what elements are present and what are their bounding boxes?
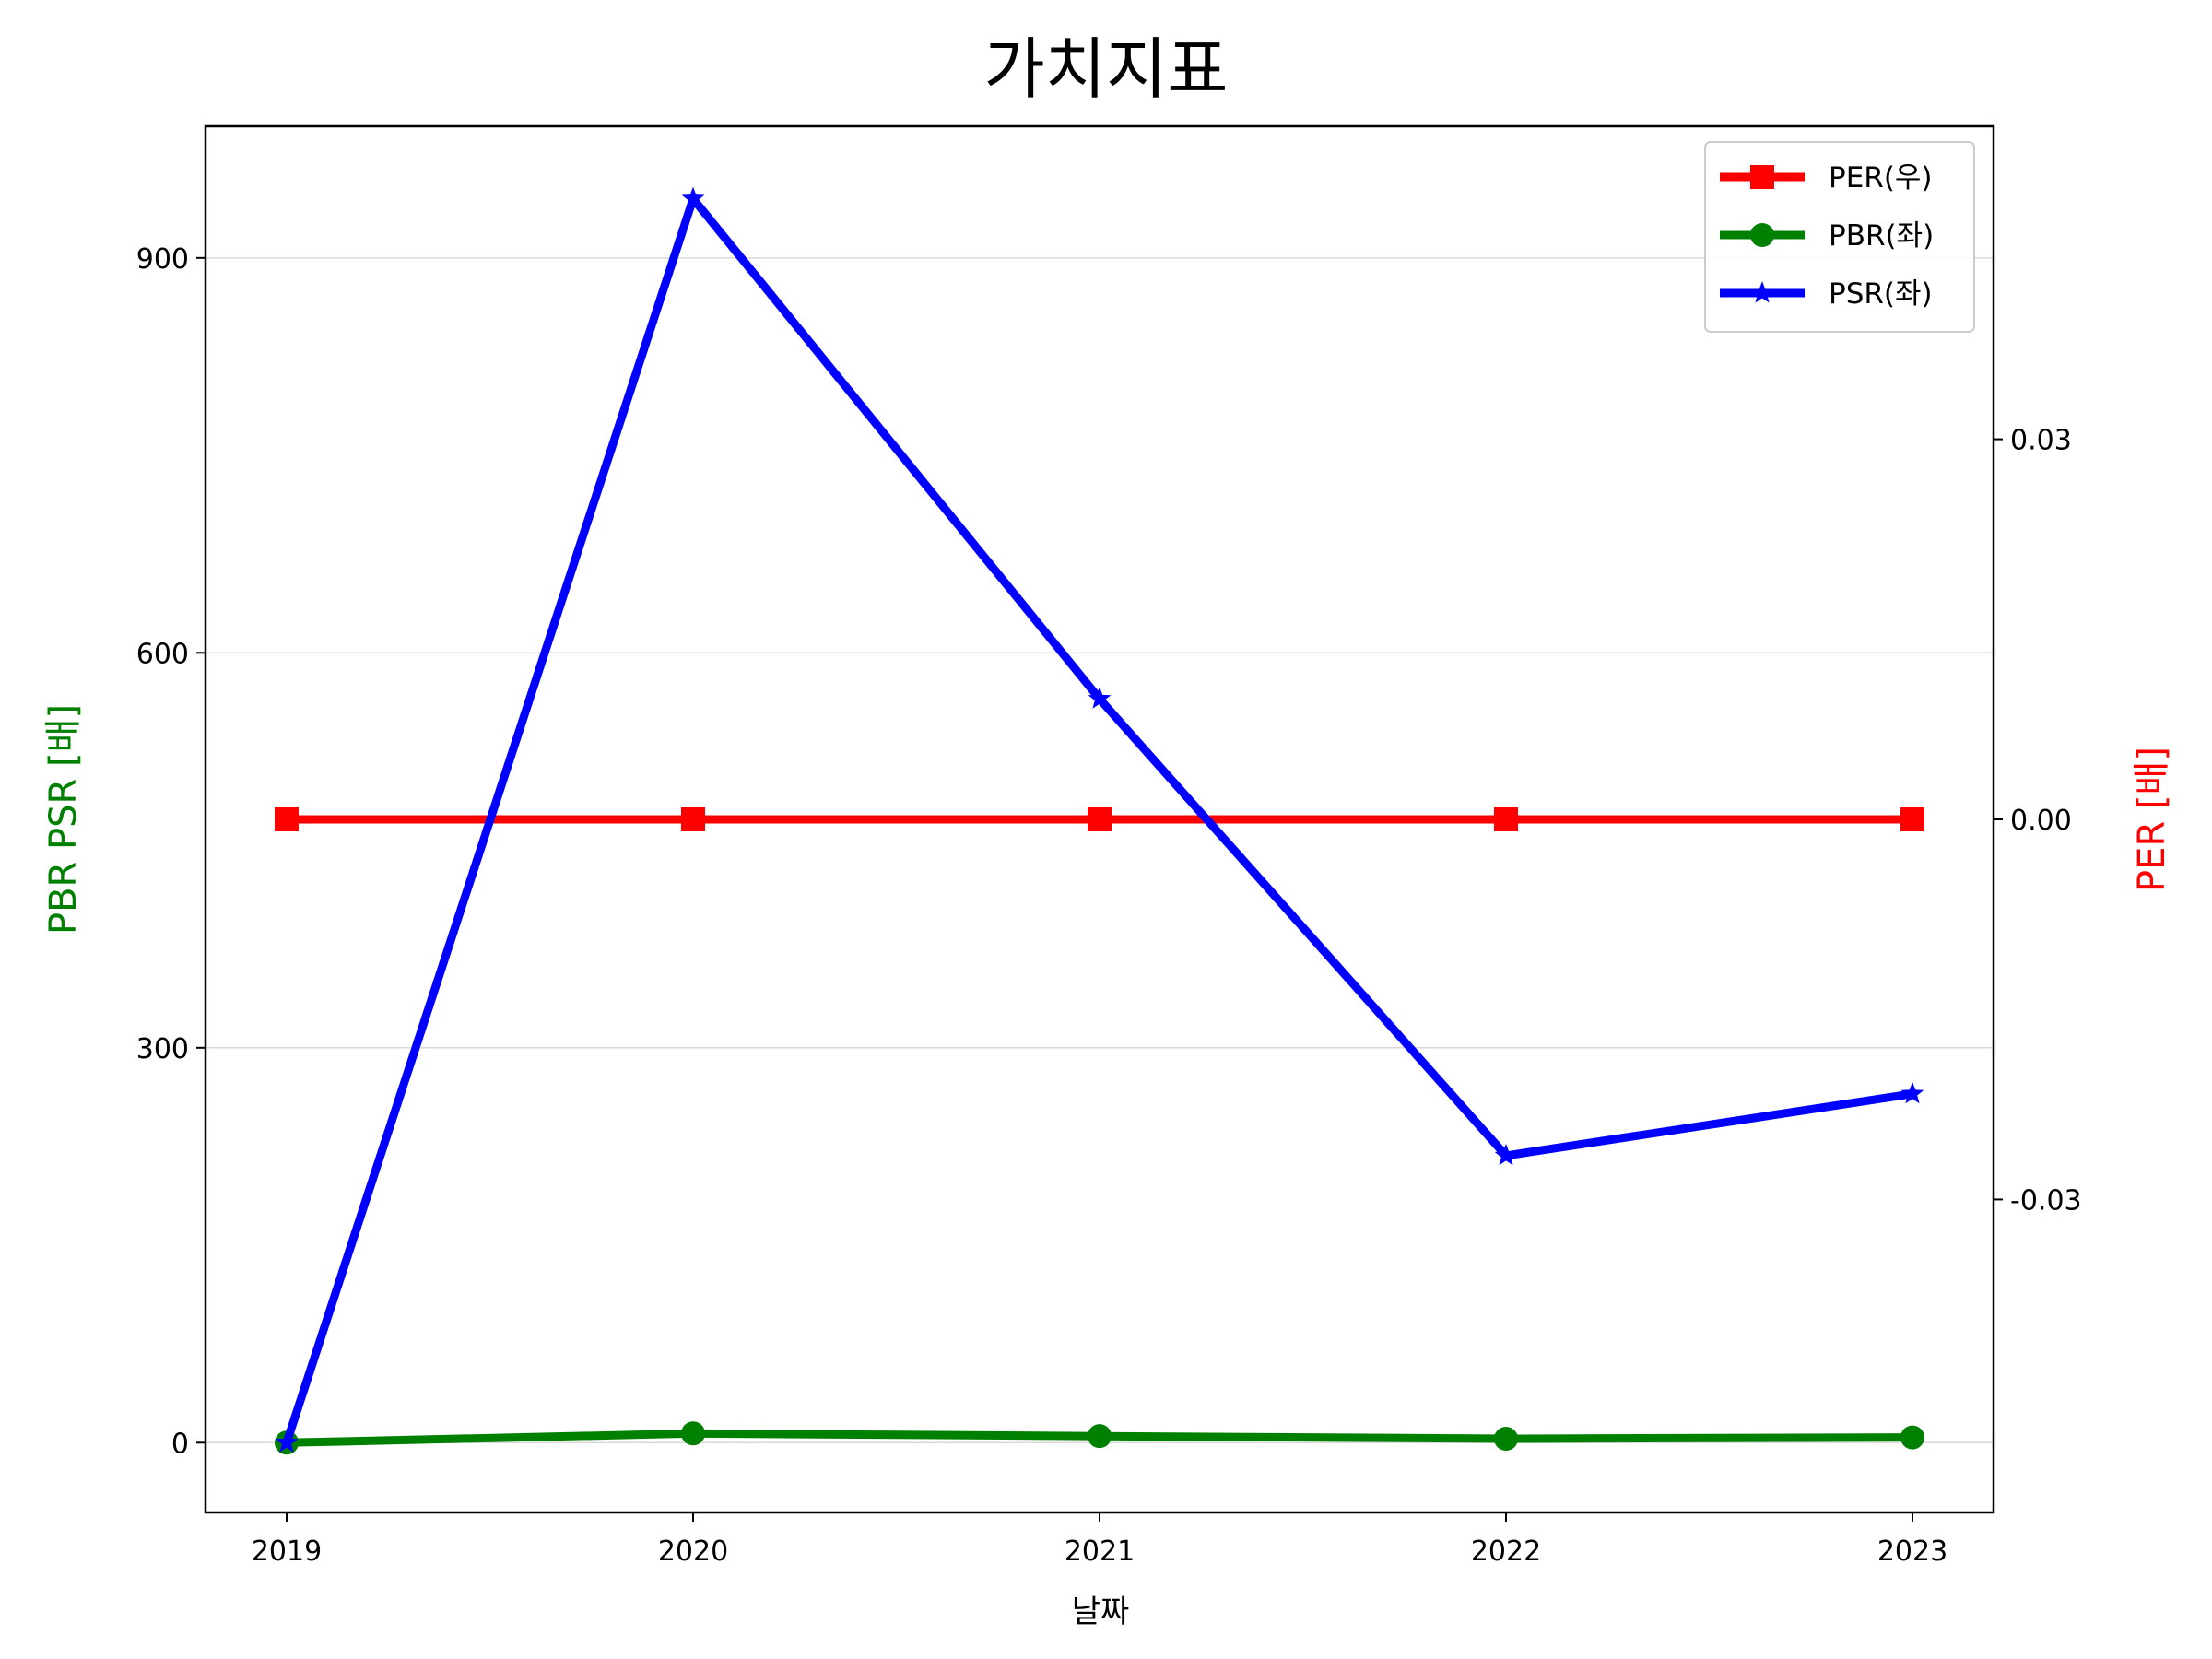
- legend-label-pbr: PBR(좌): [1829, 219, 1934, 253]
- y-axis-left-title: PBR PSR [배]: [42, 704, 85, 935]
- per-series: [275, 807, 1924, 831]
- y-left-tick-label: 300: [136, 1033, 189, 1065]
- y-left-tick-label: 600: [136, 638, 189, 670]
- psr-point: [1900, 1081, 1924, 1104]
- psr-point: [275, 1430, 299, 1453]
- series-layer: [275, 186, 1924, 1455]
- legend-label-per: PER(우): [1829, 161, 1933, 194]
- legend-label-psr: PSR(좌): [1829, 277, 1933, 311]
- axes: 0 300 600 900 -0.03 0.00 0.03 2019 2020 2021 2022 2…: [136, 243, 2082, 1568]
- per-point: [1900, 807, 1924, 831]
- per-point: [275, 807, 299, 831]
- y-right-tick-label: 0.00: [2010, 805, 2072, 837]
- pbr-point: [681, 1421, 705, 1446]
- x-axis-title: 날짜: [1072, 1594, 1130, 1630]
- pbr-point: [1900, 1425, 1924, 1450]
- y-axis-right-title: PER [배]: [2131, 747, 2173, 892]
- chart-title: 가치지표: [984, 30, 1229, 108]
- pbr-series: [275, 1421, 1924, 1455]
- x-tick-label: 2023: [1877, 1535, 1947, 1568]
- y-right-tick-label: -0.03: [2010, 1184, 2082, 1217]
- grid-lines: [206, 257, 1994, 1444]
- legend-marker-per: [1750, 165, 1774, 189]
- legend-marker-pbr: [1750, 223, 1774, 247]
- legend-box: [1704, 141, 1975, 333]
- per-point: [1088, 807, 1112, 831]
- x-tick-label: 2020: [658, 1535, 728, 1568]
- x-tick-label: 2022: [1471, 1535, 1541, 1568]
- psr-point: [1494, 1143, 1518, 1166]
- legend: PER(우) PBR(좌) PSR(좌): [1704, 141, 1975, 333]
- per-point: [681, 807, 705, 831]
- psr-point: [681, 186, 705, 209]
- x-tick-label: 2019: [252, 1535, 322, 1568]
- pbr-point: [1088, 1424, 1112, 1449]
- psr-point: [1088, 687, 1112, 709]
- x-tick-label: 2021: [1065, 1535, 1135, 1568]
- y-left-tick-label: 900: [136, 243, 189, 276]
- pbr-point: [1494, 1427, 1518, 1452]
- psr-series: [275, 186, 1924, 1453]
- legend-marker-psr: [1750, 281, 1774, 303]
- y-right-tick-label: 0.03: [2010, 425, 2072, 457]
- y-left-tick-label: 0: [171, 1428, 189, 1460]
- per-point: [1494, 807, 1518, 831]
